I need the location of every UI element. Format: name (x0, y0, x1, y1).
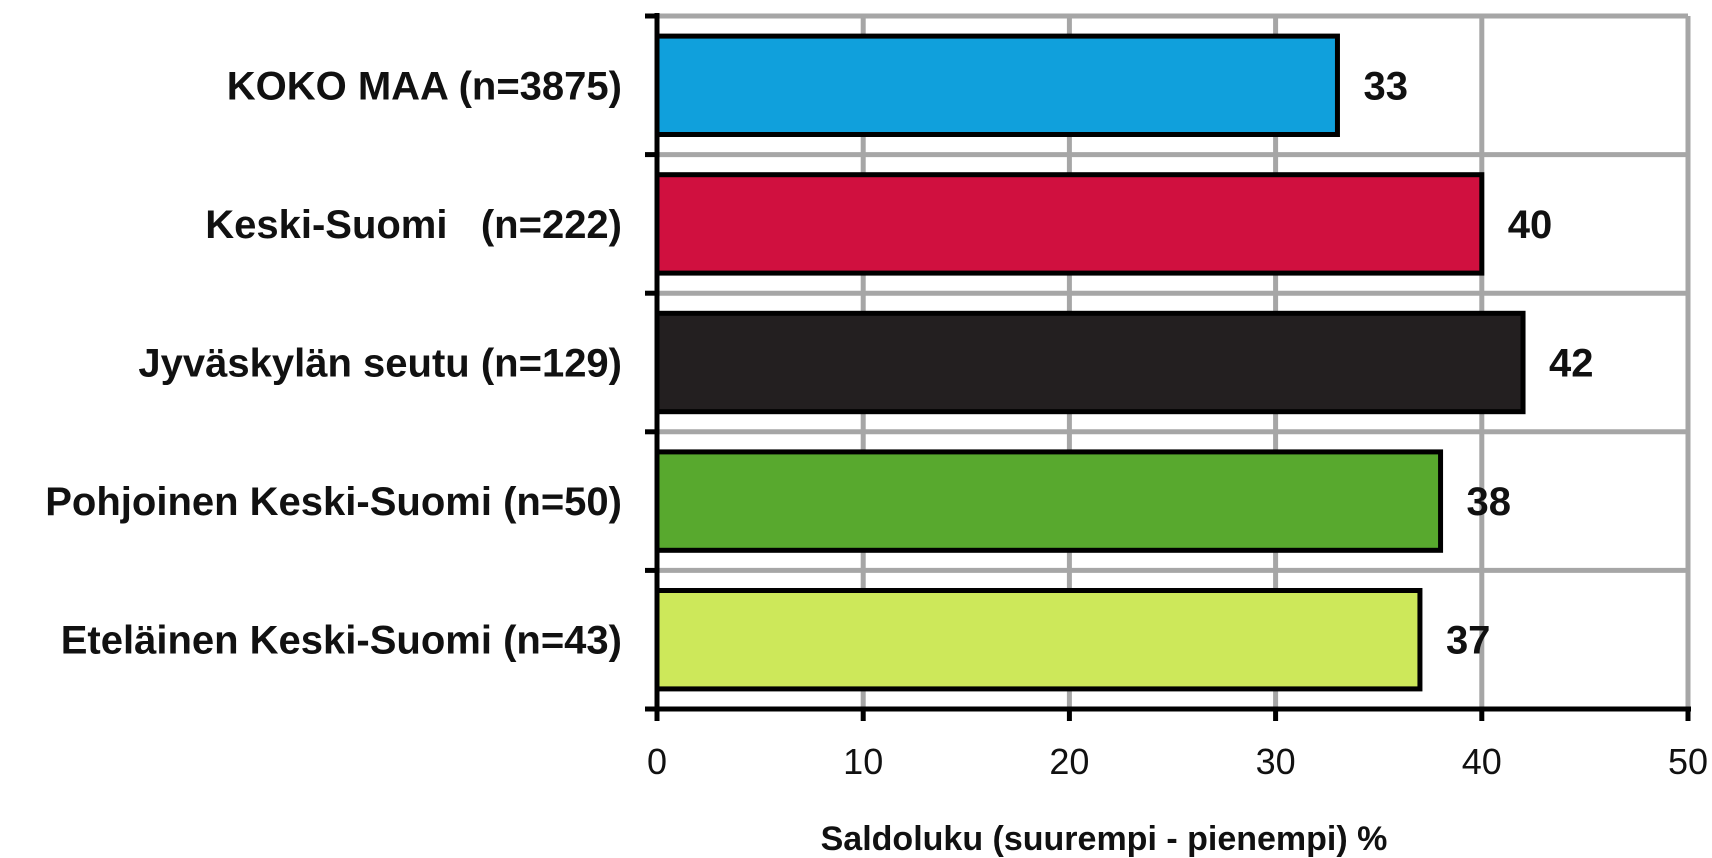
data-label: 38 (1467, 480, 1512, 524)
category-label: Keski-Suomi (n=222) (205, 203, 622, 247)
data-label: 37 (1446, 619, 1491, 663)
bar (654, 172, 1485, 276)
x-tick-label: 30 (1256, 741, 1296, 782)
category-label: Pohjoinen Keski-Suomi (n=50) (45, 480, 622, 524)
data-labels: 33 40 42 38 37 (1363, 64, 1593, 662)
bar (654, 449, 1444, 553)
x-tick-label: 0 (647, 741, 667, 782)
bar (654, 587, 1423, 692)
category-label: KOKO MAA (n=3875) (227, 64, 622, 108)
chart-bars (654, 33, 1526, 692)
bar (654, 33, 1340, 138)
category-labels: KOKO MAA (n=3875) Keski-Suomi (n=222) Jyvä… (45, 64, 622, 662)
data-label: 42 (1549, 342, 1594, 386)
x-tick-labels: 0 10 20 30 40 50 (647, 741, 1708, 782)
data-label: 40 (1508, 203, 1553, 247)
x-tick-label: 10 (843, 741, 883, 782)
chart-axes (645, 13, 1691, 721)
data-label: 33 (1363, 64, 1408, 108)
x-tick-label: 50 (1668, 741, 1708, 782)
category-label: Eteläinen Keski-Suomi (n=43) (61, 619, 622, 663)
x-axis-title: Saldoluku (suurempi - pienempi) % (821, 820, 1388, 858)
x-tick-label: 20 (1049, 741, 1089, 782)
category-label: Jyväskylän seutu (n=129) (138, 342, 622, 386)
x-tick-label: 40 (1462, 741, 1502, 782)
bar (654, 310, 1526, 415)
